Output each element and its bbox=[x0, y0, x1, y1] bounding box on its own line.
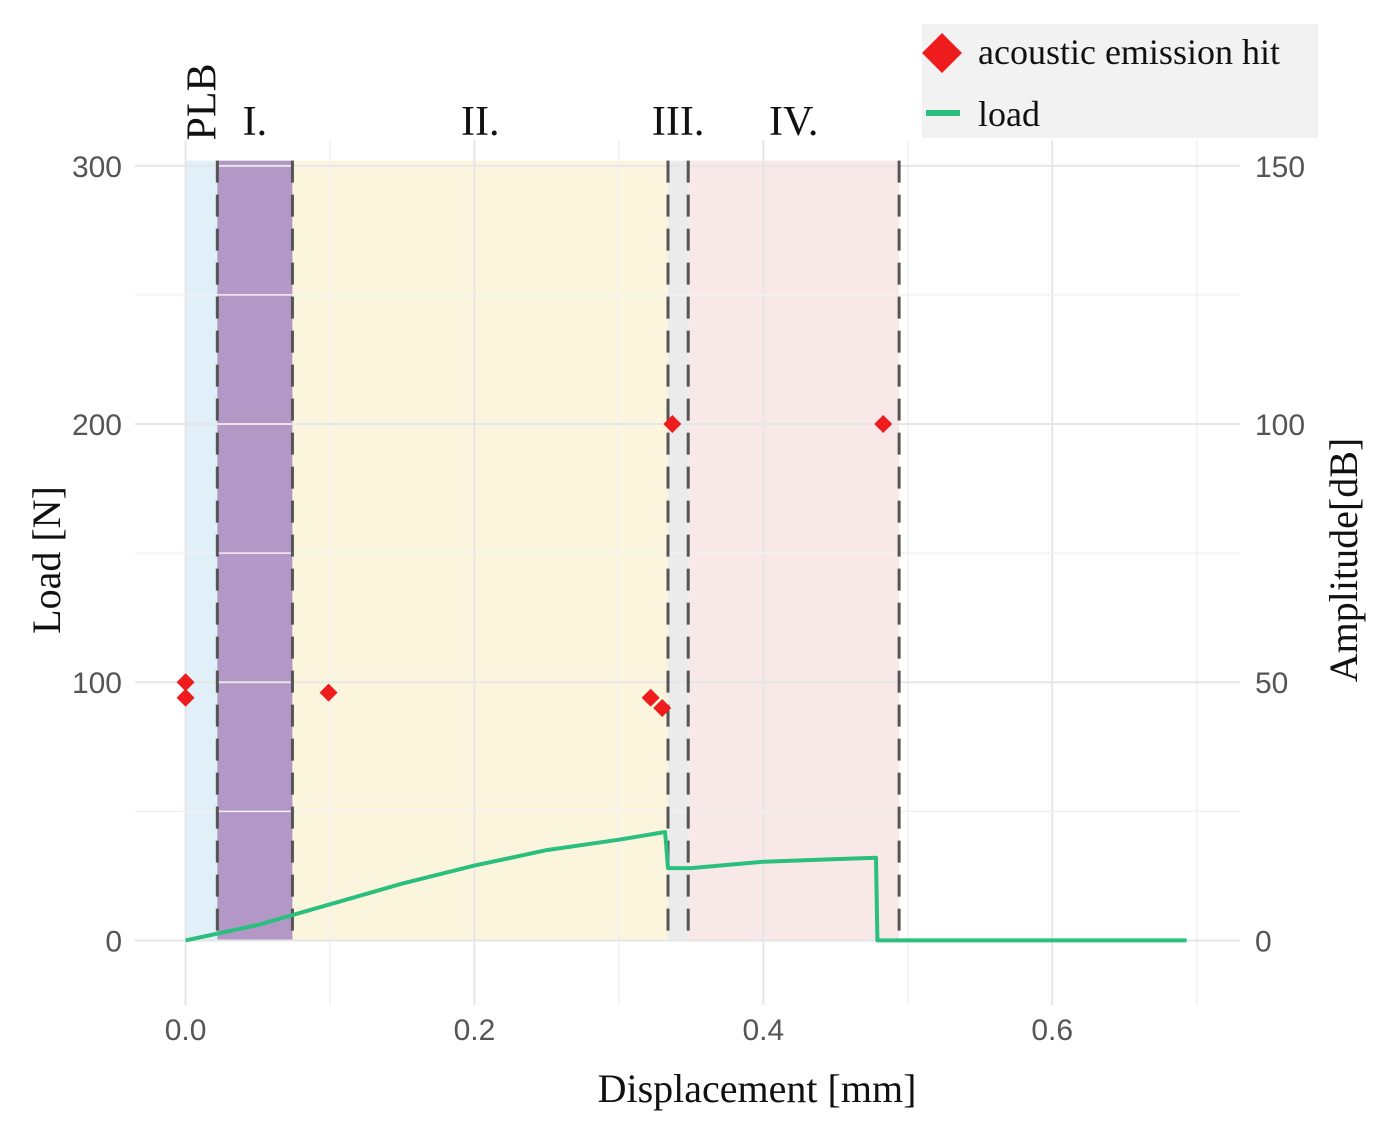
phase-labels: PLB I. II. III. IV. bbox=[179, 63, 818, 145]
y-tick-label-0: 0 bbox=[105, 925, 122, 958]
y-axis-title: Load [N] bbox=[24, 486, 69, 634]
phase-label-1: I. bbox=[243, 99, 268, 145]
legend-background bbox=[922, 24, 1318, 138]
ae-hit-point-2 bbox=[319, 683, 338, 702]
phase-boundaries bbox=[215, 160, 901, 941]
y2-tick-label-0: 0 bbox=[1255, 925, 1272, 958]
y2-tick-label-2: 100 bbox=[1255, 409, 1305, 442]
legend-label-load: load bbox=[978, 94, 1040, 134]
y2-tick-label-1: 50 bbox=[1255, 667, 1288, 700]
ae-hit-point-0 bbox=[176, 673, 195, 692]
x-tick-label-1: 0.2 bbox=[454, 1014, 496, 1047]
phase-label-2: II. bbox=[461, 99, 499, 145]
phase-band-3 bbox=[668, 160, 689, 941]
x-axis-title: Displacement [mm] bbox=[598, 1066, 917, 1111]
ae-hit-point-1 bbox=[176, 688, 195, 707]
legend-diamond-icon bbox=[922, 33, 962, 73]
phase-bands bbox=[185, 160, 900, 941]
y-tick-label-1: 100 bbox=[72, 667, 122, 700]
legend: acoustic emission hit load bbox=[922, 24, 1318, 138]
phase-band-1 bbox=[217, 160, 293, 941]
ae-hit-point-5 bbox=[663, 415, 682, 434]
y-axis-ticks: 0 100 200 300 bbox=[72, 151, 122, 959]
phase-label-4: IV. bbox=[769, 99, 818, 145]
ae-hit-point-4 bbox=[653, 699, 672, 718]
y2-axis-title: Amplitude[dB] bbox=[1321, 438, 1366, 682]
y2-axis-ticks: 0 50 100 150 bbox=[1255, 151, 1305, 959]
phase-band-0 bbox=[185, 160, 218, 941]
phase-band-2 bbox=[292, 160, 668, 941]
x-tick-label-3: 0.6 bbox=[1031, 1014, 1073, 1047]
acoustic-emission-series bbox=[176, 415, 893, 718]
legend-label-ae: acoustic emission hit bbox=[978, 32, 1280, 72]
ae-hit-point-3 bbox=[641, 688, 660, 707]
x-tick-label-0: 0.0 bbox=[165, 1014, 207, 1047]
y-tick-label-3: 300 bbox=[72, 151, 122, 184]
load-series bbox=[185, 830, 1187, 943]
x-tick-label-2: 0.4 bbox=[742, 1014, 784, 1047]
phase-band-4 bbox=[688, 160, 900, 941]
phase-label-0: PLB bbox=[179, 63, 225, 140]
load-line bbox=[185, 830, 1187, 943]
y-tick-label-2: 200 bbox=[72, 409, 122, 442]
x-axis-ticks: 0.0 0.2 0.4 0.6 bbox=[165, 1014, 1073, 1047]
ae-hit-point-6 bbox=[874, 415, 893, 434]
phase-label-3: III. bbox=[652, 99, 704, 145]
y2-tick-label-3: 150 bbox=[1255, 151, 1305, 184]
